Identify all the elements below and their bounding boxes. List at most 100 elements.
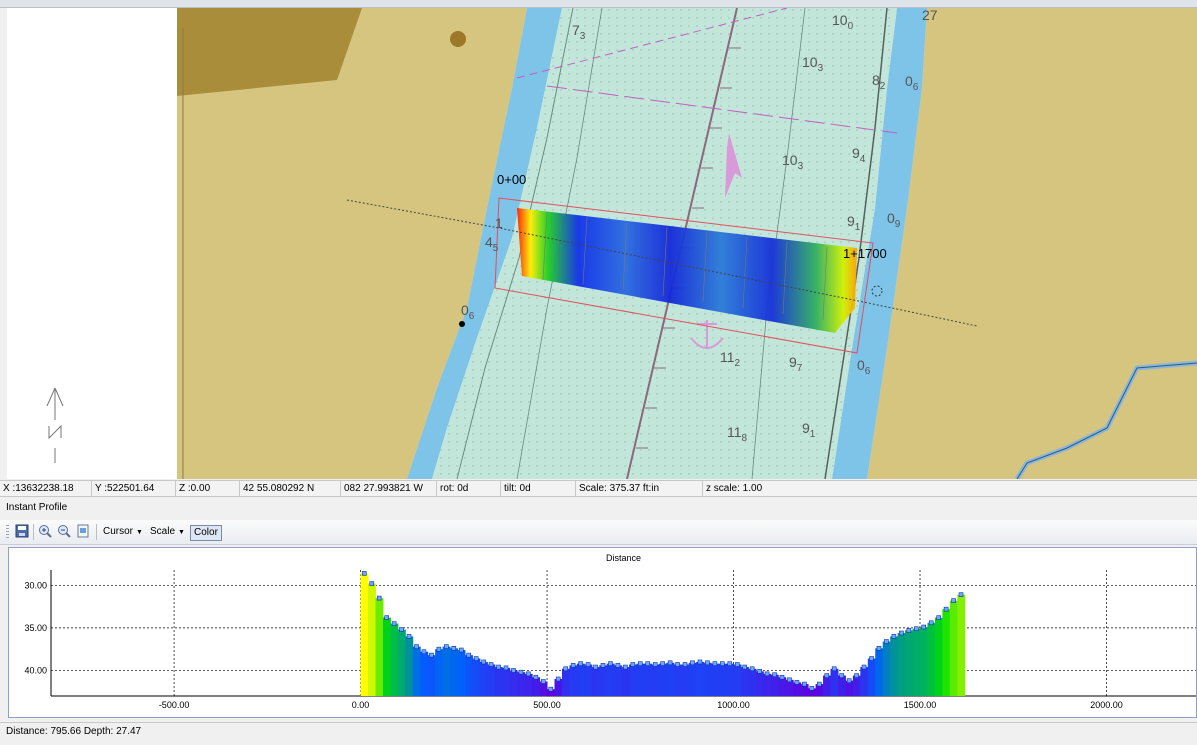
scale-label: Scale xyxy=(150,526,176,537)
zoom-in-icon[interactable] xyxy=(37,524,53,540)
depth-bar xyxy=(599,665,608,696)
chevron-down-icon: ▼ xyxy=(178,529,185,536)
built-up-area xyxy=(177,8,362,96)
status-z-scale: z scale: 1.00 xyxy=(706,483,763,494)
depth-bar xyxy=(681,664,690,696)
depth-bar xyxy=(368,583,376,696)
x-tick-label: 0.00 xyxy=(352,700,370,710)
depth-point xyxy=(831,666,837,672)
chart-title: Distance xyxy=(606,553,641,563)
depth-point xyxy=(928,620,934,626)
depth-point xyxy=(951,598,956,603)
depth-bar xyxy=(957,594,966,696)
depth-point xyxy=(533,674,539,680)
depth-point xyxy=(705,660,710,666)
buoy-symbol xyxy=(871,285,883,297)
depth-point xyxy=(376,595,382,601)
depth-bar xyxy=(934,617,943,696)
depth-bar xyxy=(673,664,682,696)
depth-bar xyxy=(464,655,473,696)
cable-line xyxy=(546,85,898,134)
depth-point xyxy=(817,681,822,687)
blank-map-area xyxy=(7,8,177,479)
survey-boundary xyxy=(494,197,874,354)
coordinate-status-bar: X :13632238.18 Y :522501.64 Z :0.00 42 5… xyxy=(0,480,1197,497)
depth-point xyxy=(809,686,815,691)
depth-bar xyxy=(457,650,466,696)
depth-point xyxy=(690,660,695,666)
depth-bar xyxy=(785,679,794,696)
y-tick-label: 35.00 xyxy=(24,623,47,633)
depth-point xyxy=(451,646,457,651)
depth-bar xyxy=(397,629,406,696)
cursor-dropdown[interactable]: Cursor ▼ xyxy=(103,524,143,540)
depth-bar xyxy=(845,680,854,696)
status-y: Y :522501.64 xyxy=(92,481,176,496)
depth-point xyxy=(548,686,554,692)
depth-point xyxy=(958,592,964,597)
depth-point xyxy=(660,661,665,666)
instant-profile-chart[interactable]: Distance 30.00 35.00 40.00 -500.00 0.00 500.00… xyxy=(8,547,1197,718)
depth-sounding-label: 1 xyxy=(495,215,503,231)
chevron-down-icon: ▼ xyxy=(136,529,143,536)
depth-bar xyxy=(636,663,645,696)
depth-bar xyxy=(696,661,705,696)
status-tilt: tilt: 0d xyxy=(501,481,576,496)
depth-point xyxy=(899,630,904,636)
depth-point xyxy=(884,639,889,644)
depth-point xyxy=(749,666,755,672)
zoom-out-icon[interactable] xyxy=(56,524,72,540)
depth-bar xyxy=(726,663,735,696)
depth-bar xyxy=(569,665,578,696)
depth-bar xyxy=(733,664,742,696)
depth-bar xyxy=(912,628,921,696)
depth-contour xyxy=(824,8,888,479)
depth-point xyxy=(384,615,389,620)
depth-contour xyxy=(751,8,806,479)
depth-bar xyxy=(532,677,541,696)
depth-point xyxy=(682,662,688,667)
depth-point xyxy=(861,664,867,670)
depth-bar xyxy=(770,674,779,696)
cursor-readout: Distance: 795.66 Depth: 27.47 xyxy=(0,722,1197,740)
x-tick-label: 1500.00 xyxy=(904,700,937,710)
cursor-label: Cursor xyxy=(103,526,134,537)
status-scale: Scale: 375.37 ft:in xyxy=(576,481,703,496)
depth-bar xyxy=(651,664,660,696)
status-rotation: rot: 0d xyxy=(437,481,501,496)
depth-point xyxy=(429,652,434,658)
depth-bar xyxy=(614,665,623,696)
depth-point xyxy=(891,634,897,639)
toolbar-grip[interactable] xyxy=(6,525,9,539)
depth-point xyxy=(794,680,800,685)
depth-bar xyxy=(905,630,914,696)
export-icon[interactable] xyxy=(75,524,91,540)
depth-bar xyxy=(711,663,720,696)
chart-map-view[interactable]: 0+00 1+1700 73 100 27 103 82 06 103 94 91 09 45 1 06… xyxy=(7,8,1197,479)
depth-point xyxy=(921,624,927,630)
depth-point xyxy=(541,679,546,684)
depth-bar xyxy=(621,667,630,696)
depth-bar xyxy=(472,658,481,696)
depth-point xyxy=(555,676,561,682)
depth-bar xyxy=(793,682,802,696)
scale-dropdown[interactable]: Scale ▼ xyxy=(150,524,185,540)
color-toggle-button[interactable]: Color xyxy=(190,525,222,541)
depth-point xyxy=(496,664,501,670)
depth-bar xyxy=(517,672,526,696)
depth-point xyxy=(615,663,621,668)
buoy-symbol xyxy=(459,321,465,327)
depth-point xyxy=(421,649,427,655)
depth-bar xyxy=(778,677,787,696)
depth-point xyxy=(518,669,524,675)
depth-point xyxy=(727,661,733,666)
survey-crosslines xyxy=(542,211,828,321)
land-west xyxy=(177,8,527,479)
depth-point xyxy=(787,677,792,683)
depth-bar xyxy=(487,664,496,696)
save-icon[interactable] xyxy=(14,524,30,540)
depth-bar xyxy=(644,663,652,696)
north-arrow-icon xyxy=(46,387,64,463)
depth-bar xyxy=(949,600,958,696)
depth-bar xyxy=(875,648,884,696)
